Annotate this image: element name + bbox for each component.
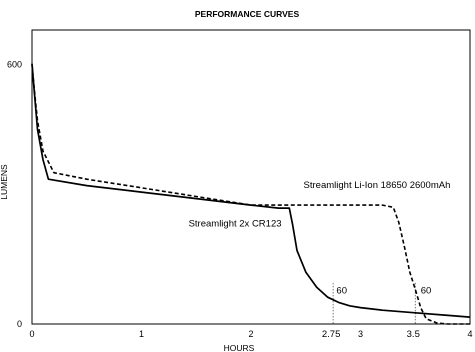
series-line-1 bbox=[31, 63, 471, 318]
y-tick-label: 0 bbox=[17, 319, 22, 329]
x-tick-label: 0 bbox=[29, 329, 34, 339]
y-axis-label: LUMENS bbox=[0, 164, 9, 200]
tick-layer: 0 1 2 3 4 0 600 2.75 3.5 bbox=[7, 60, 473, 340]
marker-layer bbox=[332, 282, 416, 324]
chart-annotation: 60 bbox=[421, 286, 432, 297]
chart-annotation: Streamlight Li-Ion 18650 2600mAh bbox=[304, 180, 451, 191]
x-tick-label: 4 bbox=[467, 329, 472, 339]
x-tick-label: 1 bbox=[139, 329, 144, 339]
x-tick-label: 3 bbox=[358, 329, 363, 339]
chart-annotation: 60 bbox=[336, 286, 347, 297]
x-marker-label: 3.5 bbox=[407, 329, 420, 340]
x-marker-label: 2.75 bbox=[322, 329, 341, 340]
chart-annotation: Streamlight 2x CR123 bbox=[189, 219, 282, 230]
series-line-2 bbox=[31, 64, 470, 325]
x-axis-label: HOURS bbox=[224, 343, 255, 352]
chart-title: PERFORMANCE CURVES bbox=[195, 9, 300, 19]
x-tick-label: 2 bbox=[248, 329, 253, 339]
plot-frame bbox=[31, 29, 471, 325]
y-tick-label: 600 bbox=[7, 60, 22, 70]
annotation-layer: Streamlight Li-Ion 18650 2600mAh Streamli… bbox=[189, 180, 451, 297]
series-layer bbox=[31, 63, 471, 325]
